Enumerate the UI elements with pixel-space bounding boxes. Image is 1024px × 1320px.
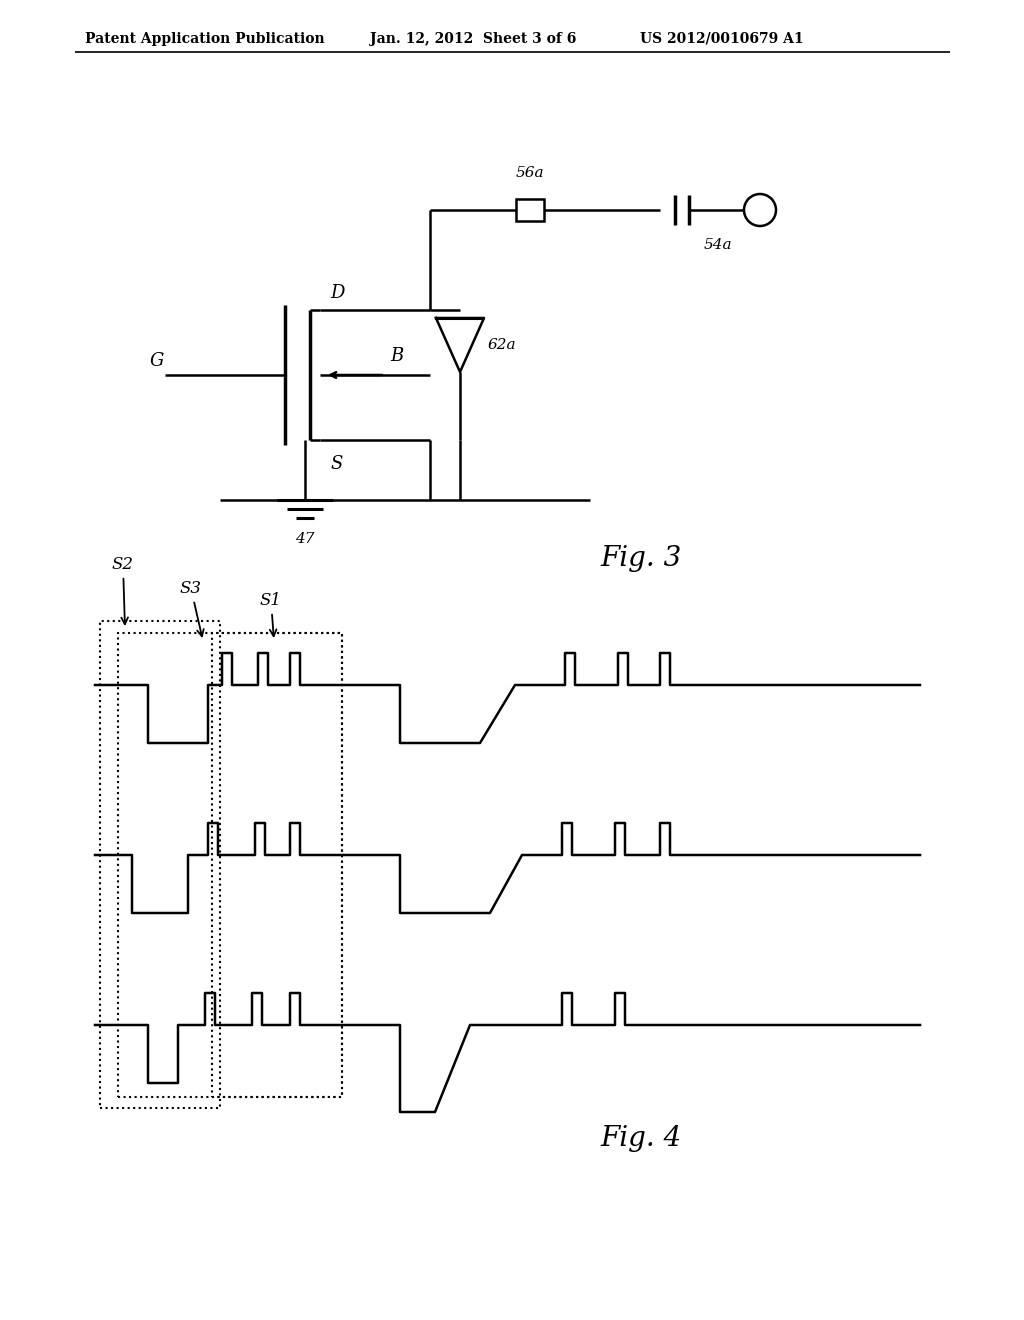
Bar [516, 199, 544, 220]
Text: S: S [330, 455, 342, 473]
Text: 56a: 56a [516, 166, 545, 180]
Text: S2: S2 [112, 556, 134, 624]
Text: S3: S3 [180, 579, 204, 636]
Text: Fig. 3: Fig. 3 [600, 545, 681, 572]
Text: 62a: 62a [488, 338, 517, 352]
Text: Patent Application Publication: Patent Application Publication [85, 32, 325, 46]
Text: S1: S1 [260, 591, 282, 636]
Bar [212, 634, 342, 1097]
Text: B: B [390, 347, 403, 366]
Bar [118, 634, 342, 1097]
Text: 54a: 54a [705, 238, 732, 252]
Bar [100, 620, 220, 1107]
Text: Jan. 12, 2012  Sheet 3 of 6: Jan. 12, 2012 Sheet 3 of 6 [370, 32, 577, 46]
Text: D: D [330, 284, 344, 302]
Text: G: G [150, 352, 165, 370]
Text: US 2012/0010679 A1: US 2012/0010679 A1 [640, 32, 804, 46]
Text: Fig. 4: Fig. 4 [600, 1125, 681, 1152]
Text: 47: 47 [295, 532, 314, 546]
